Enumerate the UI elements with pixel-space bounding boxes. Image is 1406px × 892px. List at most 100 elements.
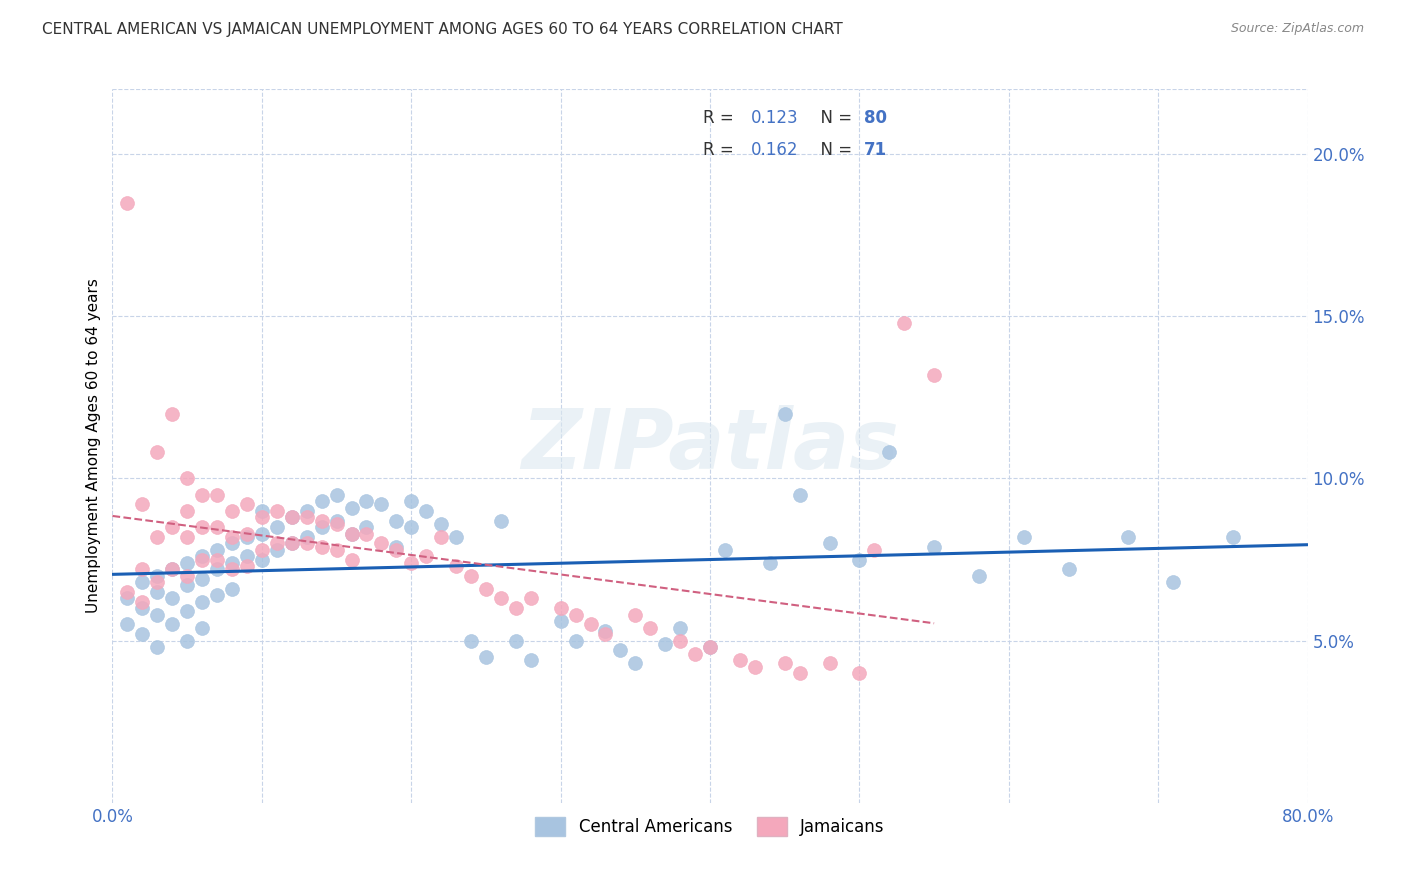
Point xyxy=(818,657,841,671)
Point xyxy=(1161,575,1184,590)
Point xyxy=(624,607,647,622)
Point xyxy=(325,488,347,502)
Point xyxy=(505,601,527,615)
Point xyxy=(489,591,512,606)
Point xyxy=(131,595,153,609)
Point xyxy=(205,562,228,576)
Y-axis label: Unemployment Among Ages 60 to 64 years: Unemployment Among Ages 60 to 64 years xyxy=(86,278,101,614)
Point xyxy=(131,575,153,590)
Point xyxy=(460,568,482,582)
Point xyxy=(131,601,153,615)
Point xyxy=(266,520,288,534)
Point xyxy=(117,585,139,599)
Point xyxy=(162,591,183,606)
Point xyxy=(669,621,692,635)
Point xyxy=(205,552,228,566)
Point xyxy=(236,526,259,541)
Text: ZIPatlas: ZIPatlas xyxy=(522,406,898,486)
Point xyxy=(1057,562,1080,576)
Point xyxy=(520,591,543,606)
Point xyxy=(401,494,423,508)
Point xyxy=(281,510,304,524)
Point xyxy=(340,526,363,541)
Point xyxy=(444,559,467,574)
Point xyxy=(1118,530,1140,544)
Point xyxy=(146,575,169,590)
Point xyxy=(266,542,288,557)
Point xyxy=(117,617,139,632)
Text: N =: N = xyxy=(810,141,858,160)
Point xyxy=(250,504,273,518)
Point xyxy=(176,504,198,518)
Point xyxy=(176,471,198,485)
Point xyxy=(205,520,228,534)
Point xyxy=(624,657,647,671)
Legend: Central Americans, Jamaicans: Central Americans, Jamaicans xyxy=(527,808,893,845)
Point xyxy=(683,647,706,661)
Point xyxy=(176,633,198,648)
Point xyxy=(295,536,318,550)
Point xyxy=(191,595,214,609)
Point xyxy=(236,559,259,574)
Point xyxy=(759,556,782,570)
Point xyxy=(176,578,198,592)
Point xyxy=(191,552,214,566)
Point xyxy=(340,500,363,515)
Point xyxy=(162,562,183,576)
Point xyxy=(520,653,543,667)
Point xyxy=(176,604,198,618)
Point xyxy=(236,530,259,544)
Point xyxy=(1222,530,1244,544)
Point xyxy=(146,530,169,544)
Point xyxy=(221,556,243,570)
Text: R =: R = xyxy=(703,141,738,160)
Point xyxy=(311,514,333,528)
Point xyxy=(848,552,870,566)
Point xyxy=(295,510,318,524)
Point xyxy=(266,536,288,550)
Point xyxy=(250,510,273,524)
Point xyxy=(131,627,153,641)
Point xyxy=(744,659,766,673)
Point xyxy=(967,568,990,582)
Point xyxy=(117,195,139,210)
Point xyxy=(162,407,183,421)
Point xyxy=(489,514,512,528)
Point xyxy=(146,445,169,459)
Point xyxy=(191,488,214,502)
Text: Source: ZipAtlas.com: Source: ZipAtlas.com xyxy=(1230,22,1364,36)
Text: 71: 71 xyxy=(865,141,887,160)
Point xyxy=(191,621,214,635)
Point xyxy=(550,614,572,628)
Point xyxy=(117,591,139,606)
Point xyxy=(444,530,467,544)
Point xyxy=(162,562,183,576)
Point xyxy=(564,633,586,648)
Point xyxy=(609,643,631,657)
Point xyxy=(505,633,527,648)
Text: CENTRAL AMERICAN VS JAMAICAN UNEMPLOYMENT AMONG AGES 60 TO 64 YEARS CORRELATION : CENTRAL AMERICAN VS JAMAICAN UNEMPLOYMEN… xyxy=(42,22,844,37)
Point xyxy=(595,627,617,641)
Point xyxy=(131,497,153,511)
Point xyxy=(415,549,437,564)
Text: 0.123: 0.123 xyxy=(751,110,799,128)
Point xyxy=(728,653,751,667)
Point xyxy=(205,488,228,502)
Point xyxy=(146,568,169,582)
Text: N =: N = xyxy=(810,110,858,128)
Point xyxy=(191,572,214,586)
Point xyxy=(205,588,228,602)
Point xyxy=(191,520,214,534)
Point xyxy=(281,510,304,524)
Point xyxy=(460,633,482,648)
Text: R =: R = xyxy=(703,110,738,128)
Point xyxy=(356,520,378,534)
Point xyxy=(295,504,318,518)
Point xyxy=(176,530,198,544)
Text: 0.162: 0.162 xyxy=(751,141,799,160)
Point xyxy=(281,536,304,550)
Point xyxy=(221,504,243,518)
Point xyxy=(191,549,214,564)
Point xyxy=(370,497,392,511)
Point xyxy=(430,516,453,531)
